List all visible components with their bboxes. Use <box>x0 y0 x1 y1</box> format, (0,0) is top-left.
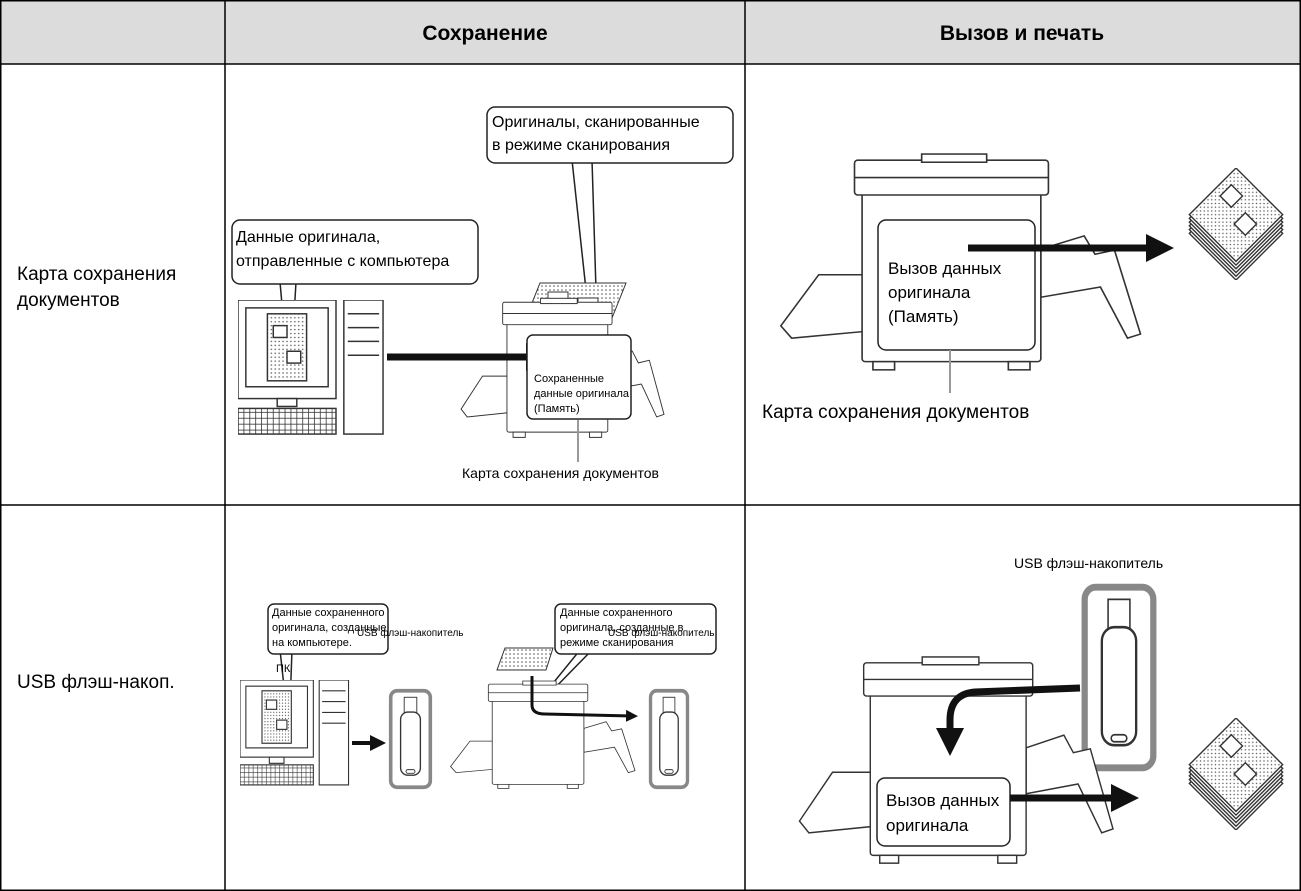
diagram-usb-recall: USB флэш-накопитель Вызов данных оригина… <box>798 555 1284 864</box>
callout-text: оригинала, созданные <box>272 622 387 634</box>
diagram-usb-save: Данные сохраненного оригинала, созданные… <box>240 603 717 790</box>
screen-text: оригинала <box>888 283 971 302</box>
usb-drive <box>388 688 433 790</box>
pc-label: ПК <box>276 663 291 675</box>
screen-text: данные оригинала <box>534 388 630 400</box>
computer <box>238 300 384 435</box>
card-label: Карта сохранения документов <box>762 402 1029 423</box>
computer <box>240 680 350 786</box>
callout-text: отправленные с компьютера <box>236 253 449 270</box>
usb-label: USB флэш-накопитель <box>357 627 464 639</box>
callout-text: Данные сохраненного <box>272 607 385 619</box>
callout-text: на компьютере. <box>272 637 352 649</box>
callout-text: Данные сохраненного <box>560 607 673 619</box>
screen-text: Вызов данных <box>886 791 1000 810</box>
callout-text: в режиме сканирования <box>492 137 670 154</box>
card-label: Карта сохранения документов <box>462 465 659 481</box>
header-save: Сохранение <box>422 22 547 45</box>
screen-text: (Память) <box>534 403 580 415</box>
paper-stack <box>1188 718 1284 830</box>
usb-label: USB флэш-накопитель <box>608 627 715 639</box>
row-label: Карта сохранения <box>17 264 176 285</box>
usb-drive <box>1085 587 1154 768</box>
callout-text: Данные оригинала, <box>236 229 380 246</box>
printer <box>450 680 636 789</box>
paper-stack <box>1188 168 1284 280</box>
usb-label: USB флэш-накопитель <box>1014 555 1163 571</box>
callout-text: Оригиналы, сканированные <box>492 114 700 131</box>
diagram-card-save: Оригиналы, сканированные в режиме сканир… <box>231 106 734 481</box>
header-bg <box>0 0 1301 64</box>
screen-text: Вызов данных <box>888 259 1002 278</box>
screen-text: оригинала <box>886 816 969 835</box>
header-recall: Вызов и печать <box>940 22 1104 45</box>
callout-text: режиме сканирования <box>560 637 674 649</box>
screen-text: Сохраненные <box>534 373 604 385</box>
callout-text: оригинала, созданные в <box>560 622 684 634</box>
screen-text: (Память) <box>888 307 959 326</box>
row-label: документов <box>17 290 120 311</box>
usb-drive <box>648 688 690 790</box>
row-label: USB флэш-накоп. <box>17 672 175 693</box>
diagram-card-recall: Вызов данных оригинала (Память) Карта со… <box>762 153 1284 423</box>
